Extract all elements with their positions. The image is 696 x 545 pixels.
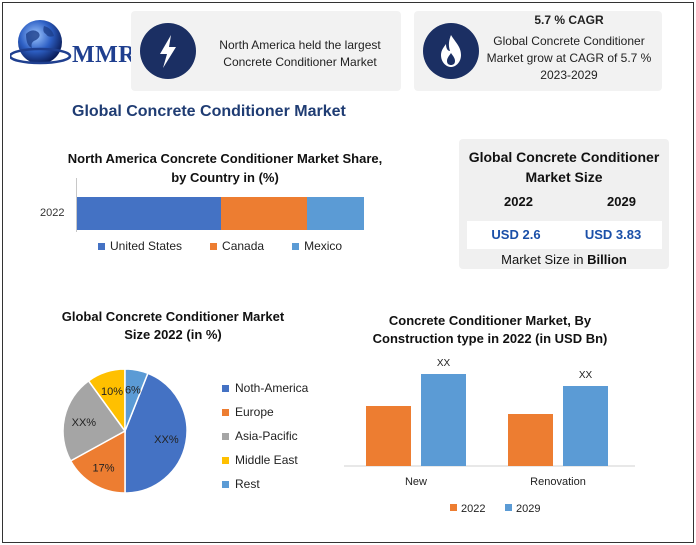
country-share-category-label: 2022 [40, 207, 65, 219]
market-size-year-2029: 2029 [607, 194, 636, 209]
bar-segment-canada [220, 197, 307, 230]
legend-swatch [222, 384, 229, 392]
legend-item-asia-pacific: Asia-Pacific [222, 424, 308, 448]
legend-swatch [222, 480, 229, 488]
legend-item-europe: Europe [222, 400, 308, 424]
construction-type-chart-title: Concrete Conditioner Market, By Construc… [372, 313, 608, 346]
market-size-value-2029: USD 3.83 [564, 221, 662, 249]
flame-icon [423, 23, 479, 79]
mmr-logo: MMR [8, 12, 137, 72]
country-share-chart-title: North America Concrete Conditioner Marke… [67, 151, 383, 185]
pie-slice-rest [124, 368, 149, 432]
legend-swatch [222, 456, 229, 464]
page-title: Global Concrete Conditioner Market [72, 103, 346, 120]
market-size-unit-note: Market Size in Billion [459, 252, 669, 267]
country-share-axis [76, 178, 77, 232]
column-data-label: XX [579, 370, 593, 381]
market-size-year-2022: 2022 [504, 194, 533, 209]
pie-slice-asia-pacific [62, 379, 127, 462]
legend-item-united-states: United States [98, 239, 182, 253]
logo-text: MMR [72, 42, 137, 68]
legend-swatch [222, 408, 229, 416]
pie-slice-europe [69, 429, 126, 494]
legend-label: United States [110, 239, 183, 253]
unit-note-unit: Billion [587, 252, 627, 267]
market-size-panel: Global Concrete Conditioner Market Size … [459, 139, 669, 269]
legend-label: Noth-America [235, 381, 309, 395]
legend-item-canada: Canada [210, 239, 264, 253]
legend-swatch [98, 242, 105, 250]
category-label: Renovation [530, 476, 586, 488]
column-renovation-2029 [563, 386, 608, 466]
market-size-title: Global Concrete Conditioner Market Size [468, 149, 660, 185]
legend-swatch [210, 242, 218, 250]
country-share-legend: United States Canada Mexico [98, 239, 370, 253]
pie-data-label: XX% [72, 417, 97, 429]
pie-data-label: 17% [93, 462, 115, 474]
lightning-bolt-icon [140, 23, 196, 79]
highlight-card-cagr: 5.7 % CAGR Global Concrete Conditioner M… [414, 11, 662, 91]
legend-label: Rest [235, 477, 260, 491]
regional-share-pie: XX% 17% XX% 10% 6% [62, 368, 188, 494]
cagr-heading: 5.7 % CAGR [534, 13, 604, 27]
globe-icon [8, 20, 72, 65]
bar-segment-united-states [77, 197, 221, 230]
legend-label: Canada [222, 239, 265, 253]
legend-swatch [450, 504, 457, 511]
region-card-text: North America held the largest Concrete … [219, 38, 381, 69]
regional-share-legend: Noth-America Europe Asia-Pacific Middle … [222, 376, 308, 496]
construction-type-chart: XX New XX Renovation 2022 2029 [344, 358, 635, 515]
legend-label: Asia-Pacific [235, 429, 298, 443]
column-new-2029 [421, 374, 466, 466]
pie-data-label: XX% [154, 434, 179, 446]
market-size-value-2022: USD 2.6 [467, 221, 565, 249]
legend-label: Mexico [304, 239, 343, 253]
legend-item-mexico: Mexico [292, 239, 342, 253]
pie-data-label: 6% [125, 385, 141, 397]
column-new-2022 [366, 406, 411, 466]
regional-share-chart-title: Global Concrete Conditioner Market Size … [61, 309, 285, 342]
legend-label: 2022 [461, 503, 485, 515]
legend-label: Middle East [235, 453, 298, 467]
pie-slice-noth-america [124, 372, 188, 494]
category-label: New [405, 476, 427, 488]
legend-label: 2029 [516, 503, 540, 515]
legend-swatch [222, 432, 229, 440]
legend-label: Europe [235, 405, 274, 419]
legend-swatch [505, 504, 512, 511]
column-data-label: XX [437, 358, 451, 369]
bar-segment-mexico [306, 197, 364, 230]
legend-item-middle-east: Middle East [222, 448, 308, 472]
legend-item-rest: Rest [222, 472, 308, 496]
highlight-card-region: North America held the largest Concrete … [131, 11, 401, 91]
column-renovation-2022 [508, 414, 553, 466]
pie-data-label: 10% [101, 386, 123, 398]
unit-note-prefix: Market Size in [501, 252, 584, 267]
legend-swatch [292, 242, 300, 250]
legend-item-north-america: Noth-America [222, 376, 308, 400]
cagr-card-text: Global Concrete Conditioner Market grow … [486, 34, 652, 82]
